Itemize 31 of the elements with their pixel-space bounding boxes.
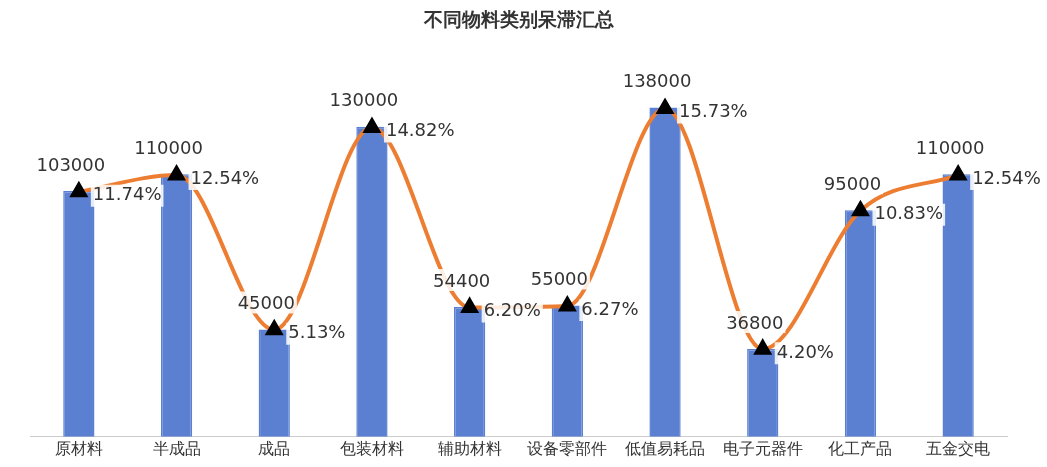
data-label: 6.27% <box>581 297 639 319</box>
data-label: 11.74% <box>92 183 162 205</box>
data-label: 138000 <box>622 70 692 92</box>
x-tick-label: 五金交电 <box>926 438 991 458</box>
data-label: 36800 <box>726 311 784 333</box>
data-label: 95000 <box>823 172 882 194</box>
x-tick-label: 电子元器件 <box>722 438 803 458</box>
data-label: 130000 <box>329 89 399 111</box>
data-label: 4.20% <box>776 340 834 362</box>
x-tick-label: 包装材料 <box>339 438 404 458</box>
x-tick-label: 设备零部件 <box>527 438 608 458</box>
data-label: 110000 <box>134 137 203 159</box>
data-label: 12.54% <box>190 166 260 188</box>
data-label: 55000 <box>530 268 588 290</box>
x-tick-label: 化工产品 <box>828 438 893 458</box>
data-label: 12.54% <box>972 166 1041 188</box>
data-label: 54400 <box>433 269 491 291</box>
x-tick-label: 原材料 <box>54 438 103 458</box>
x-tick-label: 低值易耗品 <box>625 438 706 458</box>
x-tick-label: 成品 <box>258 438 291 458</box>
data-label: 15.73% <box>679 100 748 122</box>
data-label: 45000 <box>237 292 295 314</box>
x-tick-label: 辅助材料 <box>437 438 502 458</box>
data-label: 103000 <box>36 153 106 175</box>
data-label: 110000 <box>915 137 985 159</box>
chart-title: 不同物料类别呆滞汇总 <box>422 8 614 31</box>
x-tick-label: 半成品 <box>152 438 201 458</box>
data-label: 6.20% <box>483 299 541 321</box>
data-label: 10.83% <box>874 202 944 224</box>
data-label: 5.13% <box>288 321 346 343</box>
data-label: 14.82% <box>385 119 455 141</box>
